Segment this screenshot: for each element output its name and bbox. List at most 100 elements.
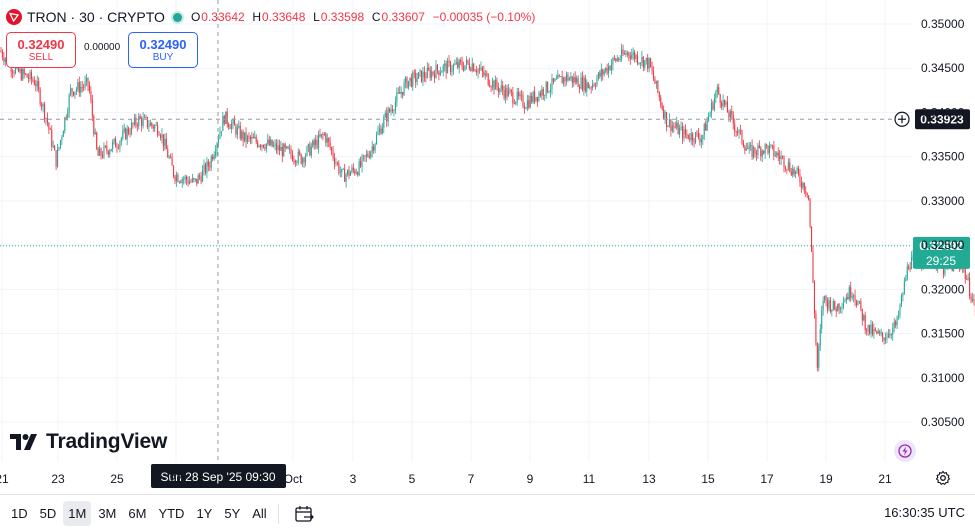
range-button-3m[interactable]: 3M (93, 501, 121, 526)
candle (701, 135, 702, 148)
candle (792, 165, 793, 178)
candle (714, 94, 715, 112)
candle-body (14, 73, 15, 74)
candle-body (169, 157, 170, 158)
candle-body (160, 135, 161, 138)
range-button-all[interactable]: All (247, 501, 271, 526)
candle-body (617, 59, 618, 61)
buy-button[interactable]: 0.32490 BUY (128, 32, 198, 68)
candle-body (99, 149, 100, 156)
candle (899, 303, 900, 319)
candle-body (447, 61, 448, 74)
candle (282, 143, 283, 162)
tradingview-logo[interactable]: TradingView (10, 430, 167, 454)
candle (115, 136, 116, 147)
candle (102, 151, 103, 159)
candle-body (43, 104, 44, 106)
candle-body (889, 334, 890, 335)
range-button-1y[interactable]: 1Y (191, 501, 217, 526)
candle-body (48, 123, 49, 129)
candle (383, 114, 384, 133)
candle (515, 101, 516, 105)
candle (546, 81, 547, 99)
candle (578, 75, 579, 87)
candle-body (879, 332, 880, 334)
candle (214, 151, 215, 160)
candle (621, 44, 622, 62)
candle (119, 140, 120, 152)
candle-body (409, 78, 410, 81)
candle-body (783, 156, 784, 167)
candle (348, 166, 349, 179)
candle-body (299, 152, 300, 155)
candle (894, 318, 895, 333)
candle (704, 123, 705, 141)
candle (156, 122, 157, 126)
candle (375, 143, 376, 154)
range-button-6m[interactable]: 6M (123, 501, 151, 526)
candle (544, 95, 545, 101)
candle (344, 164, 345, 182)
candle (302, 156, 303, 167)
candle (433, 71, 434, 76)
candle-body (330, 142, 331, 148)
candle (972, 293, 973, 303)
candle (205, 162, 206, 175)
candle (560, 76, 561, 77)
candle-body (38, 81, 39, 89)
candle (195, 178, 196, 182)
candle (392, 105, 393, 113)
candle-body (640, 63, 641, 64)
lightning-icon[interactable] (894, 440, 916, 462)
candle (485, 70, 486, 80)
candle-body (897, 317, 898, 325)
candle-body (485, 73, 486, 75)
candle-body (620, 59, 621, 60)
candle (414, 69, 415, 78)
settings-gear-icon[interactable] (935, 470, 951, 486)
candle (766, 144, 767, 149)
candle-body (701, 139, 702, 142)
sell-button[interactable]: 0.32490 SELL (6, 32, 76, 68)
candle-body (40, 89, 41, 104)
candle (831, 309, 832, 316)
candle-body (454, 64, 455, 65)
calendar-goto-icon[interactable] (293, 503, 315, 525)
range-button-1m[interactable]: 1M (63, 501, 91, 526)
range-button-1d[interactable]: 1D (6, 501, 33, 526)
candle (151, 122, 152, 129)
candle-body (224, 116, 225, 124)
range-button-ytd[interactable]: YTD (153, 501, 189, 526)
candle (799, 169, 800, 187)
candle (855, 290, 856, 307)
candle (134, 114, 135, 127)
candle (752, 139, 753, 160)
candle-body (270, 140, 271, 145)
candle-body (304, 158, 305, 162)
y-tick-label: 0.31500 (921, 327, 965, 341)
range-button-5d[interactable]: 5D (35, 501, 62, 526)
candle-body (151, 123, 152, 126)
range-button-5y[interactable]: 5Y (219, 501, 245, 526)
candle-body (533, 92, 534, 102)
candle (153, 124, 154, 132)
candle (145, 115, 146, 119)
candle (841, 303, 842, 314)
candle (681, 121, 682, 130)
candle-body (344, 169, 345, 182)
candle (253, 133, 254, 138)
candle (367, 151, 368, 158)
candle (791, 168, 792, 176)
utc-clock[interactable]: 16:30:35 UTC (884, 505, 965, 520)
candle (101, 147, 102, 159)
candle-body (908, 266, 909, 268)
candle (517, 88, 518, 106)
candle (665, 110, 666, 124)
candle (730, 109, 731, 122)
candle (211, 155, 212, 172)
symbol-title[interactable]: TRON · 30 · CRYPTO (27, 9, 165, 25)
candle-body (810, 199, 811, 226)
candle-body (443, 66, 444, 72)
candle-body (254, 137, 255, 138)
candle-body (892, 328, 893, 335)
